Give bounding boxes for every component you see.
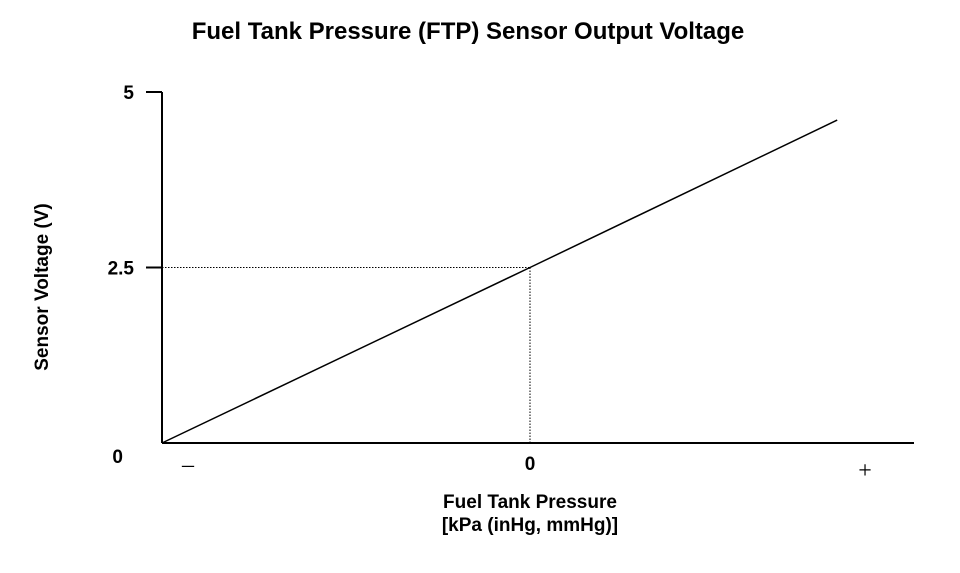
x-tick-label: 0 bbox=[525, 454, 536, 475]
axes bbox=[161, 92, 914, 444]
y-axis-label: Sensor Voltage (V) bbox=[32, 203, 53, 371]
x-axis-label-line2: [kPa (inHg, mmHg)] bbox=[442, 515, 618, 536]
y-tick-label: 2.5 bbox=[108, 259, 135, 280]
series-line bbox=[161, 119, 838, 444]
reference-lines bbox=[162, 267, 531, 443]
chart-title: Fuel Tank Pressure (FTP) Sensor Output V… bbox=[192, 18, 745, 45]
series bbox=[161, 119, 838, 444]
x-axis-label-line1: Fuel Tank Pressure bbox=[443, 492, 617, 513]
x-tick-label: + bbox=[858, 458, 872, 484]
x-tick-label: – bbox=[181, 452, 195, 478]
y-tick-label: 0 bbox=[112, 447, 123, 468]
y-tick-label: 5 bbox=[123, 83, 134, 104]
y-ticks: 02.55 bbox=[108, 83, 162, 468]
x-ticks: – 0 + bbox=[181, 452, 872, 484]
